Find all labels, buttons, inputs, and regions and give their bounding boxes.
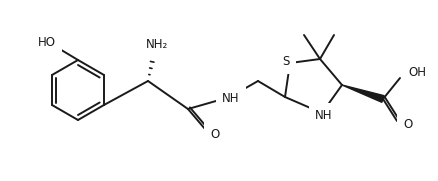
Text: O: O	[209, 127, 219, 140]
Text: NH₂: NH₂	[145, 38, 168, 51]
Text: HO: HO	[38, 37, 56, 49]
Text: OH: OH	[407, 66, 425, 79]
Text: NH: NH	[314, 109, 332, 122]
Polygon shape	[341, 85, 383, 102]
Text: S: S	[282, 55, 289, 68]
Text: NH: NH	[222, 92, 239, 105]
Text: O: O	[402, 119, 411, 132]
